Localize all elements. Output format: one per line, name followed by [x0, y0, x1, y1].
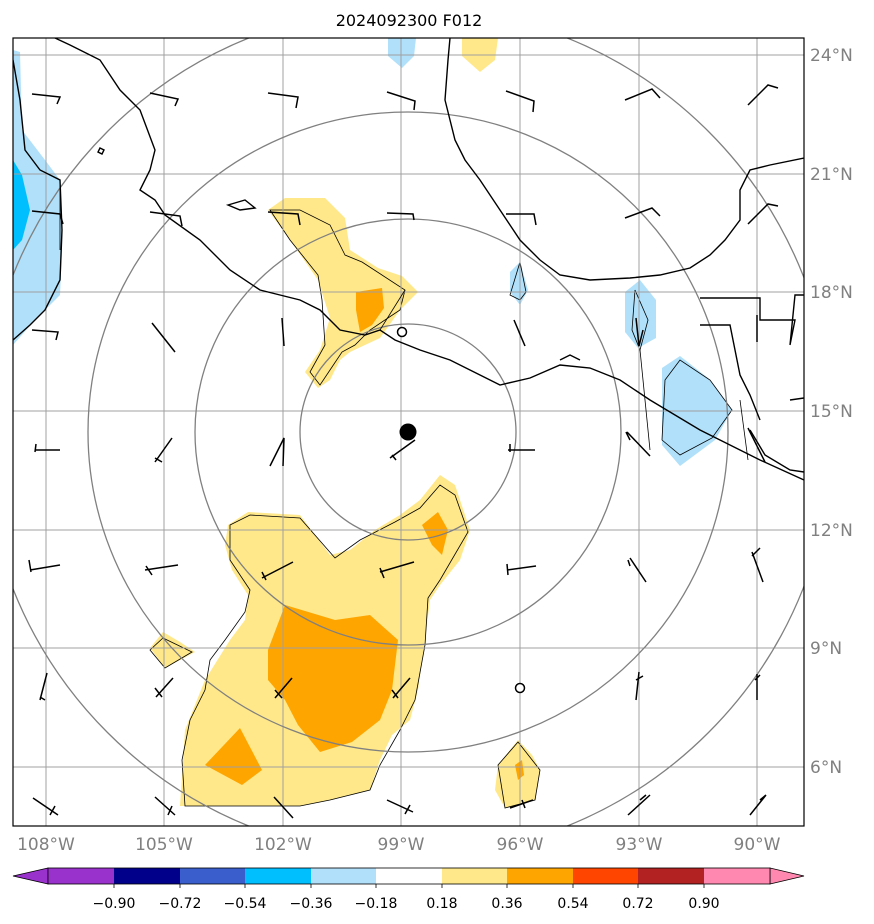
colorbar-segment [704, 868, 770, 884]
colorbar-segment [638, 868, 704, 884]
lon-tick-label: 90°W [734, 835, 781, 855]
range-rings [13, 38, 804, 826]
lon-tick-label: 99°W [378, 835, 425, 855]
lat-tick-label: 21°N [810, 165, 853, 185]
colorbar-tick-label: −0.54 [224, 896, 267, 912]
colorbar-extend-high [769, 867, 805, 885]
colorbar-tick-label: −0.36 [290, 896, 333, 912]
lat-tick-label: 24°N [810, 46, 853, 66]
colorbar-segment [311, 868, 376, 884]
map-title: 2024092300 F012 [336, 11, 483, 30]
center-point-marker [399, 423, 417, 441]
contour-fill-light-blue [13, 38, 732, 466]
contour-fill-blue [13, 160, 30, 250]
colorbar-tick-label: 0.90 [688, 896, 719, 912]
lon-tick-label: 108°W [17, 835, 75, 855]
lat-tick-label: 15°N [810, 402, 853, 422]
lat-tick-label: 12°N [810, 521, 853, 541]
map-area [13, 38, 804, 826]
lat-tick-label: 6°N [810, 758, 842, 778]
coastlines [13, 38, 804, 481]
colorbar-segment [442, 868, 507, 884]
lon-tick-label: 93°W [616, 835, 663, 855]
colorbar-tick-label: −0.90 [93, 896, 136, 912]
colorbar-segment [48, 868, 114, 884]
station-marker [514, 682, 526, 694]
colorbar-segment [573, 868, 638, 884]
colorbar-tick-label: 0.54 [557, 896, 588, 912]
lat-tick-label: 9°N [810, 639, 842, 659]
map-frame [12, 37, 805, 827]
lon-tick-label: 105°W [135, 835, 193, 855]
lon-tick-label: 96°W [497, 835, 544, 855]
colorbar-extend-low [12, 867, 49, 885]
colorbar-segment [180, 868, 245, 884]
lon-tick-label: 102°W [254, 835, 312, 855]
markers [396, 326, 526, 694]
colorbar-outline [47, 867, 771, 885]
lat-tick-label: 18°N [810, 283, 853, 303]
colorbar-segment [376, 868, 442, 884]
longitude-labels: 108°W 105°W 102°W 99°W 96°W 93°W 90°W [17, 835, 781, 855]
colorbar-tick-label: −0.72 [159, 896, 202, 912]
colorbar-tick-label: 0.36 [491, 896, 522, 912]
colorbar-tick-label: 0.18 [426, 896, 457, 912]
lat-lon-grid [13, 38, 804, 826]
colorbar-segment [507, 868, 573, 884]
colorbar: −0.90 −0.72 −0.54 −0.36 −0.18 0.18 0.36 0.54 0.7… [12, 867, 805, 912]
latitude-labels: 24°N 21°N 18°N 15°N 12°N 9°N 6°N [810, 46, 853, 778]
colorbar-segment [114, 868, 180, 884]
colorbar-tick-label: 0.72 [622, 896, 653, 912]
colorbar-tick-label: −0.18 [355, 896, 398, 912]
wind-barbs [28, 84, 779, 819]
colorbar-segment [245, 868, 311, 884]
station-marker [396, 326, 408, 338]
contour-fill-orange [205, 288, 524, 785]
